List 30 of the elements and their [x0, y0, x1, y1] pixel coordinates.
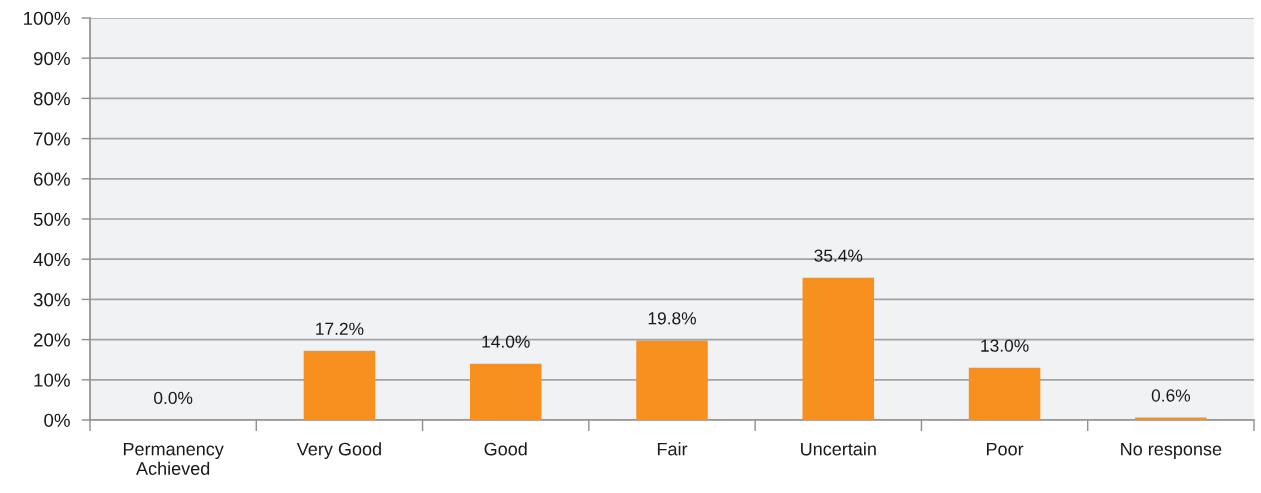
data-label: 0.0%: [154, 391, 193, 405]
x-tick-label: Poor: [986, 442, 1024, 456]
x-tick-label: No response: [1121, 442, 1222, 460]
data-label: 17.2%: [316, 322, 364, 335]
bar: [968, 367, 1041, 420]
bar: [802, 277, 875, 420]
y-tick-label: 90%: [33, 51, 70, 66]
x-tick-label: Very Good: [296, 442, 381, 460]
data-label: 35.4%: [814, 249, 863, 262]
y-tick-label: 60%: [33, 172, 70, 186]
y-tick-label: 70%: [33, 132, 70, 146]
x-tick-label: Fair: [657, 442, 688, 456]
x-tick-label: Permanency Achieved: [123, 442, 224, 475]
y-tick-label: 50%: [33, 212, 70, 226]
y-tick-label: 0%: [44, 413, 70, 427]
x-tick-label: Good: [484, 442, 527, 456]
y-tick-label: 100%: [24, 11, 70, 25]
y-tick-label: 80%: [33, 92, 70, 106]
bar: [636, 340, 708, 420]
data-label: 13.0%: [981, 339, 1029, 352]
y-tick-label: 40%: [33, 252, 70, 267]
bar: [303, 350, 376, 420]
data-label: 19.8%: [648, 312, 696, 325]
data-label: 14.0%: [482, 335, 530, 348]
data-label: 0.6%: [1151, 389, 1191, 402]
x-tick-label: Uncertain: [801, 442, 876, 456]
y-tick-label: 30%: [33, 293, 70, 307]
bar: [469, 363, 542, 420]
y-tick-label: 10%: [34, 373, 70, 387]
y-tick-label: 20%: [33, 333, 70, 347]
